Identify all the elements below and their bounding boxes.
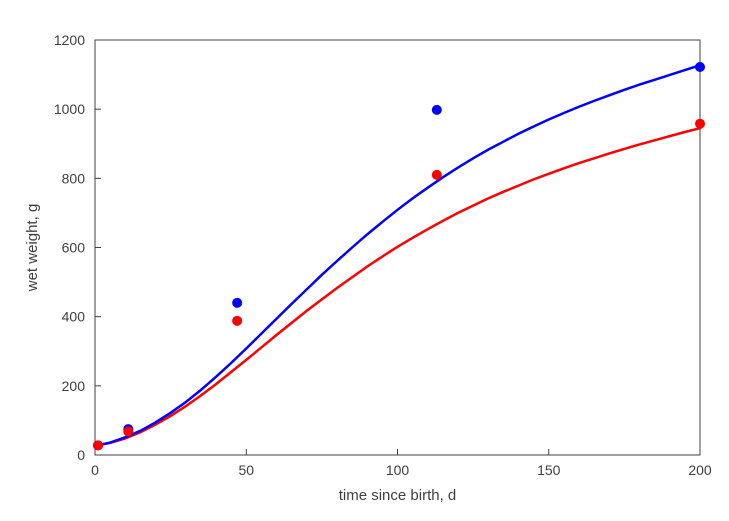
y-tick-label: 800: [62, 170, 86, 186]
x-axis-label: time since birth, d: [339, 487, 457, 504]
red-points-point: [232, 316, 242, 326]
y-axis-label: wet weight, g: [24, 204, 41, 293]
y-tick-label: 0: [77, 447, 85, 463]
red-points-point: [93, 440, 103, 450]
x-tick-label: 50: [238, 462, 254, 478]
red-points-point: [695, 119, 705, 129]
y-tick-label: 200: [62, 378, 86, 394]
red-points-point: [123, 426, 133, 436]
y-tick-label: 600: [62, 240, 86, 256]
growth-chart: 0 50 100 150 200 0 200 400 600 800 1000 1200 time si…: [0, 0, 729, 521]
blue-points-point: [232, 298, 242, 308]
y-tick-label: 1200: [54, 32, 85, 48]
y-tick-label: 1000: [54, 101, 85, 117]
x-tick-label: 150: [537, 462, 561, 478]
red-points-point: [432, 170, 442, 180]
x-tick-label: 100: [386, 462, 410, 478]
blue-points-point: [432, 105, 442, 115]
x-tick-label: 0: [91, 462, 99, 478]
y-tick-label: 400: [62, 309, 86, 325]
x-tick-label: 200: [688, 462, 712, 478]
blue-points-point: [695, 62, 705, 72]
chart-svg: 0 50 100 150 200 0 200 400 600 800 1000 1200 time si…: [0, 0, 729, 521]
